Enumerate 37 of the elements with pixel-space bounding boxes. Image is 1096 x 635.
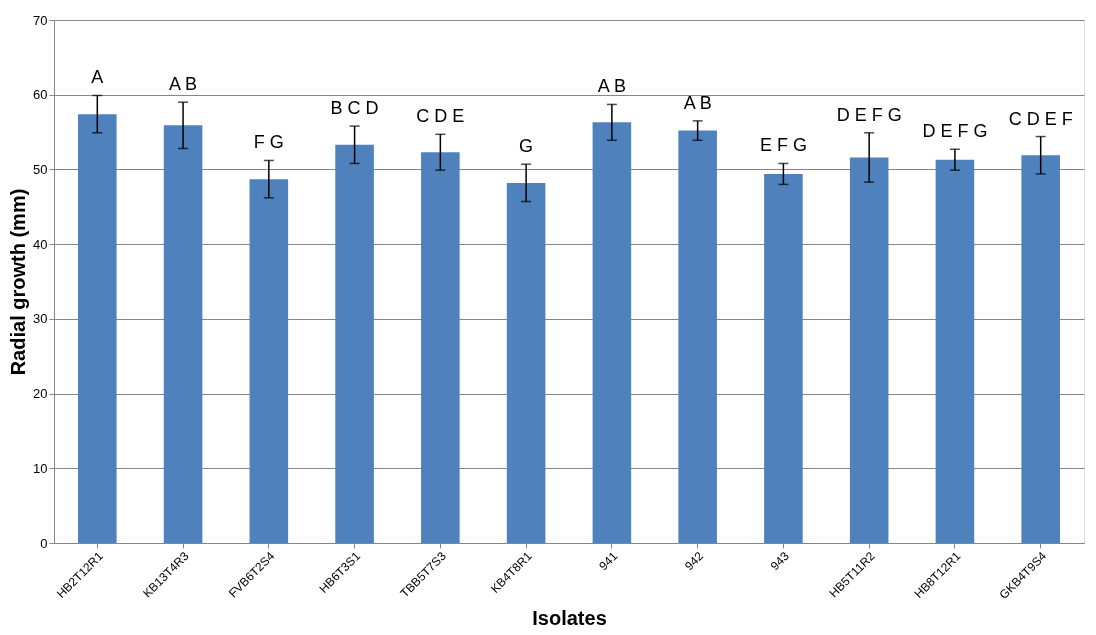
annotation: A B: [597, 76, 626, 97]
annotation: F G: [253, 132, 284, 153]
annotation: C D E F: [1008, 108, 1073, 129]
bar: [678, 130, 717, 543]
y-tick-label: 30: [33, 311, 48, 327]
bar: [506, 182, 546, 543]
bar: [1021, 155, 1060, 543]
y-tick-label: 40: [33, 236, 48, 252]
x-tick-label: 942: [682, 548, 707, 574]
y-tick-label: 0: [40, 535, 48, 551]
annotation: A B: [683, 92, 712, 113]
y-tick-label: 20: [33, 386, 48, 402]
bar: [592, 122, 632, 543]
annotation: B C D: [330, 98, 379, 119]
bar: [249, 179, 289, 543]
y-tick-label: 10: [33, 460, 48, 476]
bar: [78, 114, 117, 543]
bar: [163, 125, 203, 543]
annotation: A B: [169, 74, 198, 95]
annotation: D E F G: [836, 104, 902, 125]
bar: [849, 157, 889, 543]
annotation: C D E: [416, 106, 465, 127]
bar: [935, 159, 975, 543]
bar: [335, 144, 374, 543]
x-axis-title: Isolates: [532, 607, 607, 630]
annotation: E F G: [759, 135, 807, 156]
x-tick-label: 941: [596, 548, 621, 574]
x-tick-label: 943: [767, 548, 793, 574]
y-tick-label: 50: [33, 161, 48, 177]
annotation: A: [91, 67, 104, 88]
y-tick-label: 70: [33, 12, 48, 28]
bar: [421, 152, 460, 543]
y-tick-label: 60: [33, 87, 48, 103]
annotation: D E F G: [922, 121, 988, 142]
bar: [764, 173, 803, 543]
annotation: G: [519, 136, 534, 157]
y-axis-title: Radial growth (mm): [7, 188, 30, 376]
